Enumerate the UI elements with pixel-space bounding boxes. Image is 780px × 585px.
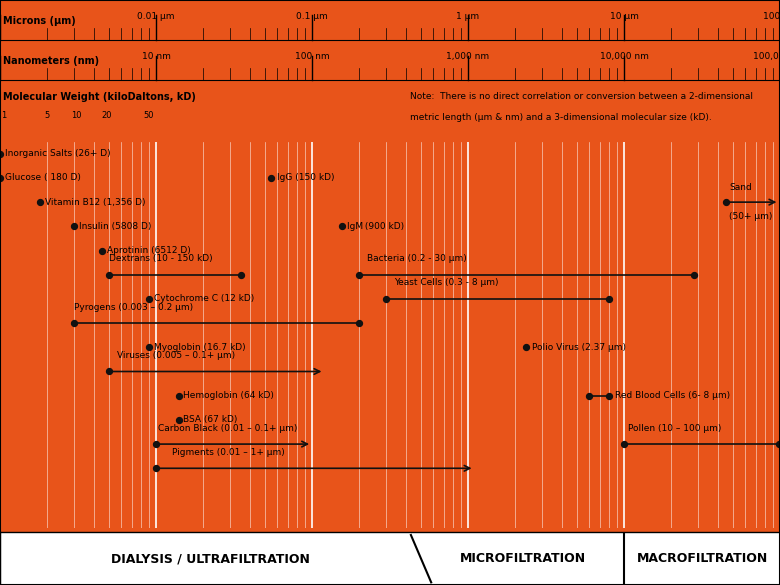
Text: IgM (900 kD): IgM (900 kD): [347, 222, 404, 231]
Point: [68, 222, 80, 231]
Text: Nanometers (nm): Nanometers (nm): [3, 56, 99, 66]
Point: [335, 222, 348, 231]
Text: metric length (μm & nm) and a 3-dimensional molecular size (kD).: metric length (μm & nm) and a 3-dimensio…: [410, 113, 711, 122]
Text: MICROFILTRATION: MICROFILTRATION: [459, 552, 586, 565]
Text: 50: 50: [144, 111, 154, 121]
Text: Pollen (10 – 100 μm): Pollen (10 – 100 μm): [628, 424, 722, 432]
Point: [0, 149, 6, 159]
Text: Pigments (0.01 – 1+ μm): Pigments (0.01 – 1+ μm): [172, 448, 285, 457]
Point: [353, 270, 365, 280]
Text: Microns (μm): Microns (μm): [3, 16, 76, 26]
Point: [172, 391, 185, 400]
Point: [150, 463, 162, 473]
Point: [520, 343, 533, 352]
Text: 1: 1: [1, 111, 6, 121]
Point: [265, 173, 278, 183]
Point: [603, 391, 615, 400]
Text: Myoglobin (16.7 kD): Myoglobin (16.7 kD): [154, 343, 245, 352]
Text: 100 μm: 100 μm: [763, 12, 780, 21]
Text: 0.1 μm: 0.1 μm: [296, 12, 328, 21]
Text: Pyrogens (0.003 – 0.2 μm): Pyrogens (0.003 – 0.2 μm): [74, 302, 193, 312]
Text: Vitamin B12 (1,356 D): Vitamin B12 (1,356 D): [44, 198, 145, 207]
Text: 100,000 nm: 100,000 nm: [753, 52, 780, 61]
Text: Viruses (0.005 – 0.1+ μm): Viruses (0.005 – 0.1+ μm): [117, 351, 235, 360]
Point: [353, 318, 365, 328]
Text: Glucose ( 180 D): Glucose ( 180 D): [5, 173, 81, 183]
Point: [603, 294, 615, 304]
Point: [96, 246, 108, 255]
Point: [380, 294, 392, 304]
Text: 0.01 μm: 0.01 μm: [137, 12, 175, 21]
Text: Red Blood Cells (6- 8 μm): Red Blood Cells (6- 8 μm): [615, 391, 730, 400]
Text: 10 nm: 10 nm: [141, 52, 171, 61]
Text: (50+ μm): (50+ μm): [729, 212, 772, 221]
Point: [68, 318, 80, 328]
Text: Cytochrome C (12 kD): Cytochrome C (12 kD): [154, 294, 254, 304]
Text: 10 μm: 10 μm: [609, 12, 639, 21]
Point: [583, 391, 596, 400]
Text: 10: 10: [72, 111, 82, 121]
Text: Note:  There is no direct correlation or conversion between a 2-dimensional: Note: There is no direct correlation or …: [410, 92, 753, 101]
Point: [0, 173, 6, 183]
Text: 5: 5: [44, 111, 50, 121]
Text: Yeast Cells (0.3 - 8 μm): Yeast Cells (0.3 - 8 μm): [394, 278, 498, 287]
Text: Inorganic Salts (26+ D): Inorganic Salts (26+ D): [5, 149, 111, 158]
Point: [687, 270, 700, 280]
Point: [34, 198, 46, 207]
Point: [143, 294, 155, 304]
Text: Carbon Black (0.01 – 0.1+ μm): Carbon Black (0.01 – 0.1+ μm): [158, 424, 298, 432]
Point: [720, 198, 732, 207]
Point: [235, 270, 247, 280]
Text: Aprotinin (6512 D): Aprotinin (6512 D): [107, 246, 190, 255]
Point: [150, 439, 162, 449]
Text: BSA (67 kD): BSA (67 kD): [183, 415, 238, 424]
Text: Sand: Sand: [729, 184, 752, 192]
Text: 1,000 nm: 1,000 nm: [446, 52, 490, 61]
Point: [103, 270, 115, 280]
Text: IgG (150 kD): IgG (150 kD): [277, 173, 335, 183]
Text: 20: 20: [101, 111, 112, 121]
Text: Polio Virus (2.37 μm): Polio Virus (2.37 μm): [532, 343, 626, 352]
Text: 10,000 nm: 10,000 nm: [600, 52, 648, 61]
Text: MACROFILTRATION: MACROFILTRATION: [636, 552, 768, 565]
Point: [103, 367, 115, 376]
Text: Bacteria (0.2 - 30 μm): Bacteria (0.2 - 30 μm): [367, 254, 466, 263]
Text: Molecular Weight (kiloDaltons, kD): Molecular Weight (kiloDaltons, kD): [3, 92, 196, 102]
Text: Hemoglobin (64 kD): Hemoglobin (64 kD): [183, 391, 275, 400]
Text: 100 nm: 100 nm: [295, 52, 329, 61]
Point: [143, 343, 155, 352]
Text: DIALYSIS / ULTRAFILTRATION: DIALYSIS / ULTRAFILTRATION: [111, 552, 310, 565]
Text: Dextrans (10 - 150 kD): Dextrans (10 - 150 kD): [109, 254, 213, 263]
Point: [172, 415, 185, 425]
Point: [618, 439, 630, 449]
Point: [773, 439, 780, 449]
Text: Insulin (5808 D): Insulin (5808 D): [79, 222, 151, 231]
Text: 1 μm: 1 μm: [456, 12, 480, 21]
